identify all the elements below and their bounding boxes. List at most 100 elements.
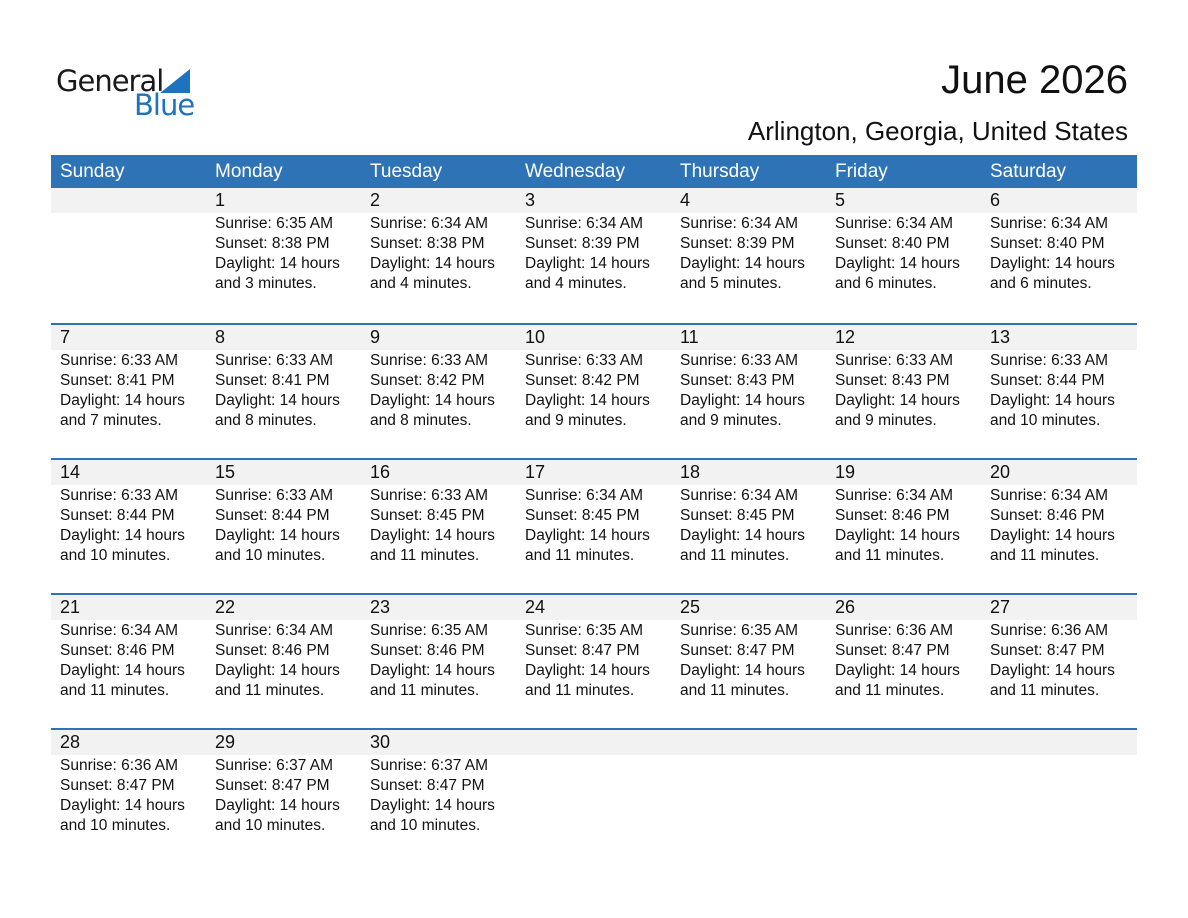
daylight-text: Daylight: 14 hours xyxy=(215,797,340,814)
sun-info: Sunrise: 6:33 AM Sunset: 8:42 PM Daylight:… xyxy=(525,351,671,431)
daylight-text: Daylight: 14 hours xyxy=(680,527,805,544)
day-cell: 7 Sunrise: 6:33 AM Sunset: 8:41 PM Daylight… xyxy=(51,325,206,431)
minutes-text: and 11 minutes. xyxy=(370,547,480,564)
day-number: 30 xyxy=(370,732,391,752)
sunrise-text: Sunrise: 6:34 AM xyxy=(835,215,954,232)
sun-info: Sunrise: 6:37 AM Sunset: 8:47 PM Daylight:… xyxy=(370,756,516,836)
minutes-text: and 8 minutes. xyxy=(215,412,317,429)
sunset-text: Sunset: 8:46 PM xyxy=(215,642,330,659)
sunrise-text: Sunrise: 6:34 AM xyxy=(680,487,799,504)
calendar-week-row: 7 Sunrise: 6:33 AM Sunset: 8:41 PM Daylight… xyxy=(51,323,1137,458)
minutes-text: and 3 minutes. xyxy=(215,275,317,292)
daylight-text: Daylight: 14 hours xyxy=(215,255,340,272)
minutes-text: and 11 minutes. xyxy=(990,682,1100,699)
day-number: 28 xyxy=(60,732,81,752)
daylight-text: Daylight: 14 hours xyxy=(835,255,960,272)
sunrise-text: Sunrise: 6:33 AM xyxy=(680,352,799,369)
calendar-week-row: 14 Sunrise: 6:33 AM Sunset: 8:44 PM Dayligh… xyxy=(51,458,1137,593)
sunrise-text: Sunrise: 6:33 AM xyxy=(990,352,1109,369)
minutes-text: and 4 minutes. xyxy=(525,275,627,292)
sun-info: Sunrise: 6:34 AM Sunset: 8:38 PM Daylight:… xyxy=(370,214,516,294)
sunset-text: Sunset: 8:39 PM xyxy=(525,235,640,252)
daylight-text: Daylight: 14 hours xyxy=(525,662,650,679)
minutes-text: and 10 minutes. xyxy=(370,817,481,834)
sun-info: Sunrise: 6:34 AM Sunset: 8:39 PM Daylight:… xyxy=(525,214,671,294)
empty-day-cell xyxy=(51,188,206,294)
day-number: 11 xyxy=(680,327,699,347)
day-number: 1 xyxy=(215,190,226,210)
minutes-text: and 11 minutes. xyxy=(990,547,1100,564)
page-title: June 2026 xyxy=(941,58,1128,102)
day-number: 8 xyxy=(215,327,226,347)
daylight-text: Daylight: 14 hours xyxy=(215,662,340,679)
calendar-week-row: 1 Sunrise: 6:35 AM Sunset: 8:38 PM Daylight… xyxy=(51,188,1137,323)
sun-info: Sunrise: 6:33 AM Sunset: 8:42 PM Daylight:… xyxy=(370,351,516,431)
day-number: 22 xyxy=(215,597,236,617)
daylight-text: Daylight: 14 hours xyxy=(990,662,1115,679)
day-number: 23 xyxy=(370,597,391,617)
daylight-text: Daylight: 14 hours xyxy=(990,392,1115,409)
sunrise-text: Sunrise: 6:33 AM xyxy=(60,487,179,504)
sun-info: Sunrise: 6:33 AM Sunset: 8:43 PM Daylight:… xyxy=(680,351,826,431)
day-cell: 8 Sunrise: 6:33 AM Sunset: 8:41 PM Daylight… xyxy=(206,325,361,431)
minutes-text: and 11 minutes. xyxy=(370,682,480,699)
sunrise-text: Sunrise: 6:37 AM xyxy=(215,757,334,774)
minutes-text: and 11 minutes. xyxy=(680,547,790,564)
day-cell: 19 Sunrise: 6:34 AM Sunset: 8:46 PM Dayligh… xyxy=(826,460,981,566)
weekday-friday: Friday xyxy=(835,161,888,182)
daylight-text: Daylight: 14 hours xyxy=(60,662,185,679)
day-cell: 14 Sunrise: 6:33 AM Sunset: 8:44 PM Dayligh… xyxy=(51,460,206,566)
sunrise-text: Sunrise: 6:33 AM xyxy=(215,352,334,369)
empty-day-cell xyxy=(826,730,981,836)
daylight-text: Daylight: 14 hours xyxy=(370,527,495,544)
day-number: 12 xyxy=(835,327,856,347)
day-cell: 25 Sunrise: 6:35 AM Sunset: 8:47 PM Dayligh… xyxy=(671,595,826,701)
sunset-text: Sunset: 8:41 PM xyxy=(60,372,175,389)
sunset-text: Sunset: 8:46 PM xyxy=(990,507,1105,524)
minutes-text: and 11 minutes. xyxy=(835,682,945,699)
day-cell: 22 Sunrise: 6:34 AM Sunset: 8:46 PM Dayligh… xyxy=(206,595,361,701)
day-number-band xyxy=(51,325,1137,350)
calendar-week-row: 21 Sunrise: 6:34 AM Sunset: 8:46 PM Dayligh… xyxy=(51,593,1137,728)
sunrise-text: Sunrise: 6:34 AM xyxy=(370,215,489,232)
sunrise-text: Sunrise: 6:35 AM xyxy=(525,622,644,639)
day-cell: 15 Sunrise: 6:33 AM Sunset: 8:44 PM Dayligh… xyxy=(206,460,361,566)
weekday-tuesday: Tuesday xyxy=(370,161,443,182)
day-cell: 2 Sunrise: 6:34 AM Sunset: 8:38 PM Daylight… xyxy=(361,188,516,294)
sunrise-text: Sunrise: 6:34 AM xyxy=(990,487,1109,504)
sunset-text: Sunset: 8:41 PM xyxy=(215,372,330,389)
sunrise-text: Sunrise: 6:34 AM xyxy=(525,487,644,504)
sunrise-text: Sunrise: 6:35 AM xyxy=(215,215,334,232)
empty-day-cell xyxy=(516,730,671,836)
day-number: 15 xyxy=(215,462,236,482)
sunrise-text: Sunrise: 6:34 AM xyxy=(60,622,179,639)
sunset-text: Sunset: 8:44 PM xyxy=(60,507,175,524)
sunset-text: Sunset: 8:43 PM xyxy=(835,372,950,389)
minutes-text: and 11 minutes. xyxy=(525,682,635,699)
sun-info: Sunrise: 6:35 AM Sunset: 8:46 PM Daylight:… xyxy=(370,621,516,701)
day-number: 17 xyxy=(525,462,546,482)
day-cell: 24 Sunrise: 6:35 AM Sunset: 8:47 PM Dayligh… xyxy=(516,595,671,701)
day-cell: 18 Sunrise: 6:34 AM Sunset: 8:45 PM Dayligh… xyxy=(671,460,826,566)
sunset-text: Sunset: 8:38 PM xyxy=(215,235,330,252)
location-subtitle: Arlington, Georgia, United States xyxy=(747,116,1128,146)
daylight-text: Daylight: 14 hours xyxy=(60,797,185,814)
sunset-text: Sunset: 8:38 PM xyxy=(370,235,485,252)
sunset-text: Sunset: 8:47 PM xyxy=(370,777,485,794)
minutes-text: and 5 minutes. xyxy=(680,275,782,292)
minutes-text: and 7 minutes. xyxy=(60,412,162,429)
minutes-text: and 11 minutes. xyxy=(525,547,635,564)
day-number: 9 xyxy=(370,327,381,347)
day-number: 6 xyxy=(990,190,1001,210)
minutes-text: and 10 minutes. xyxy=(60,547,171,564)
weekday-monday: Monday xyxy=(215,161,283,182)
sun-info: Sunrise: 6:34 AM Sunset: 8:46 PM Daylight:… xyxy=(835,486,981,566)
daylight-text: Daylight: 14 hours xyxy=(680,255,805,272)
weekday-sunday: Sunday xyxy=(60,161,125,182)
minutes-text: and 10 minutes. xyxy=(990,412,1101,429)
daylight-text: Daylight: 14 hours xyxy=(60,392,185,409)
daylight-text: Daylight: 14 hours xyxy=(835,392,960,409)
sunset-text: Sunset: 8:46 PM xyxy=(835,507,950,524)
day-number: 13 xyxy=(990,327,1011,347)
